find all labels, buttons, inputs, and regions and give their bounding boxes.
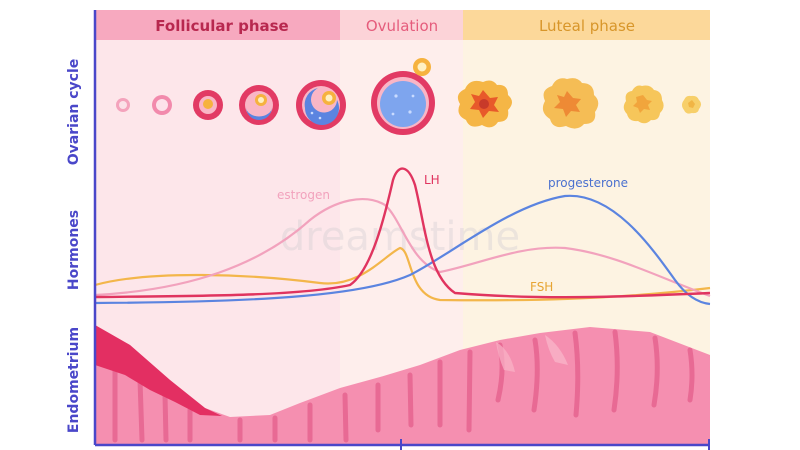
luteal-band [463, 10, 710, 40]
ovulating-follicle-icon [371, 58, 435, 135]
estrogen-curve [94, 198, 711, 298]
progesterone-label: progesterone [548, 176, 628, 190]
fsh-curve [94, 246, 711, 302]
corpus-luteum-medium-icon [542, 78, 599, 129]
follicle-stage-4-icon [239, 85, 279, 125]
follicular-band [95, 10, 340, 40]
lh-curve [94, 167, 711, 299]
endometrium-label: Endometrium [66, 327, 82, 433]
fsh-label: FSH [530, 280, 553, 294]
estrogen-label: estrogen [277, 188, 330, 202]
lh-label: LH [424, 173, 440, 187]
follicle-stage-1-icon [116, 98, 130, 112]
menstrual-shedding [95, 325, 222, 416]
follicle-stage-5-icon [296, 80, 346, 130]
corpus-albicans-icon [682, 95, 701, 114]
ovarian-cycle-label: Ovarian cycle [66, 59, 82, 165]
follicle-stage-2-icon [152, 95, 172, 115]
ovulation-band [340, 10, 463, 40]
progesterone-curve [94, 194, 711, 306]
watermark: dreamstime [280, 214, 520, 260]
endometrium-tissue [95, 325, 710, 445]
luteal-phase-label: Luteal phase [539, 17, 635, 35]
follicular-phase-label: Follicular phase [155, 17, 288, 35]
hormones-label: Hormones [66, 210, 82, 290]
ovulation-label: Ovulation [366, 17, 438, 35]
follicle-stage-3-icon [193, 90, 223, 120]
corpus-luteum-large-icon [457, 80, 512, 128]
corpus-luteum-small-icon [623, 85, 664, 124]
